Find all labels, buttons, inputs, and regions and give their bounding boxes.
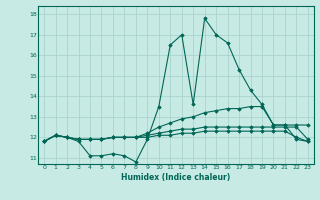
X-axis label: Humidex (Indice chaleur): Humidex (Indice chaleur) <box>121 173 231 182</box>
